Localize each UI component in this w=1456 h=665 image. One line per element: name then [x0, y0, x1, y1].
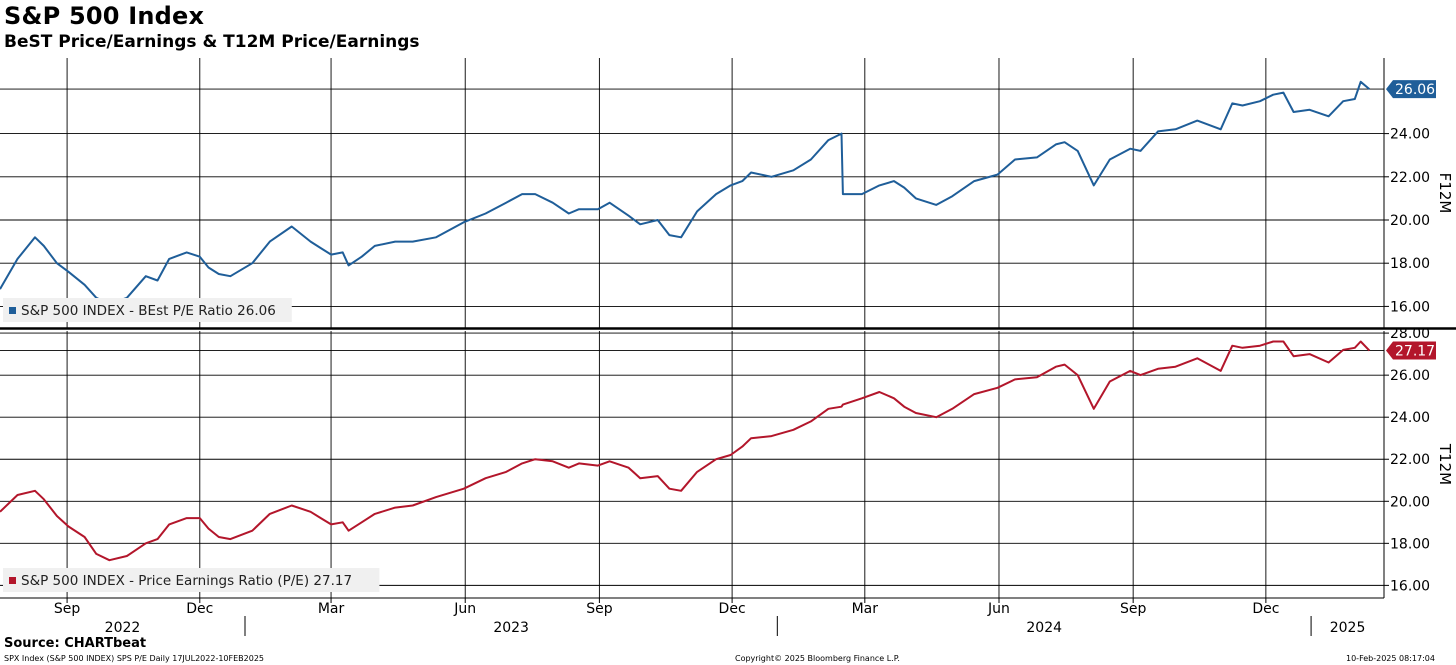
year-label: 2024	[1026, 620, 1062, 636]
year-label: 2025	[1330, 620, 1366, 636]
legend-box	[3, 568, 380, 592]
footer-timestamp: 10-Feb-2025 08:17:04	[1346, 654, 1435, 663]
source-note: Source: CHARTbeat	[4, 636, 147, 651]
x-tick-label: Dec	[186, 601, 213, 617]
y-tick-label: 26.00	[1390, 368, 1430, 384]
y-tick-label: 20.00	[1390, 213, 1430, 229]
legend-swatch	[9, 307, 16, 314]
x-tick-label: Sep	[586, 601, 613, 617]
y-axis-label: T12M	[1436, 443, 1454, 485]
legend-swatch	[9, 577, 16, 584]
series-line-f12m	[0, 80, 1371, 306]
x-tick-label: Mar	[852, 601, 879, 617]
last-value-label: 26.06	[1395, 82, 1435, 98]
y-tick-label: 18.00	[1390, 256, 1430, 272]
legend-label: S&P 500 INDEX - Price Earnings Ratio (P/…	[21, 573, 352, 589]
x-tick-label: Jun	[453, 601, 476, 617]
y-tick-label: 24.00	[1390, 127, 1430, 143]
y-tick-label: 22.00	[1390, 170, 1430, 186]
y-tick-label: 16.00	[1390, 299, 1430, 315]
footer-ticker-info: SPX Index (S&P 500 INDEX) SPS P/E Daily …	[4, 654, 265, 663]
last-value-label: 27.17	[1395, 344, 1435, 360]
y-tick-label: 18.00	[1390, 536, 1430, 552]
y-tick-label: 20.00	[1390, 494, 1430, 510]
last-value-tag	[1386, 341, 1436, 360]
x-tick-label: Dec	[719, 601, 746, 617]
series-line-t12m	[0, 340, 1371, 562]
x-tick-label: Mar	[318, 601, 345, 617]
year-label: 2023	[493, 620, 529, 636]
x-tick-label: Dec	[1252, 601, 1279, 617]
chart-subtitle: BeST Price/Earnings & T12M Price/Earning…	[4, 32, 420, 52]
x-tick-label: Jun	[987, 601, 1010, 617]
last-value-tag	[1386, 80, 1436, 99]
legend-label: S&P 500 INDEX - BEst P/E Ratio 26.06	[21, 303, 276, 319]
y-tick-label: 16.00	[1390, 578, 1430, 594]
year-label: 2022	[105, 620, 141, 636]
y-tick-label: 28.00	[1390, 326, 1430, 342]
y-axis-label: F12M	[1436, 173, 1454, 214]
footer-copyright: Copyright© 2025 Bloomberg Finance L.P.	[735, 654, 900, 663]
chart-title: S&P 500 Index	[4, 2, 205, 30]
x-tick-label: Sep	[1120, 601, 1147, 617]
y-tick-label: 22.00	[1390, 452, 1430, 468]
x-tick-label: Sep	[54, 601, 81, 617]
legend-box	[3, 298, 292, 322]
y-tick-label: 24.00	[1390, 410, 1430, 426]
